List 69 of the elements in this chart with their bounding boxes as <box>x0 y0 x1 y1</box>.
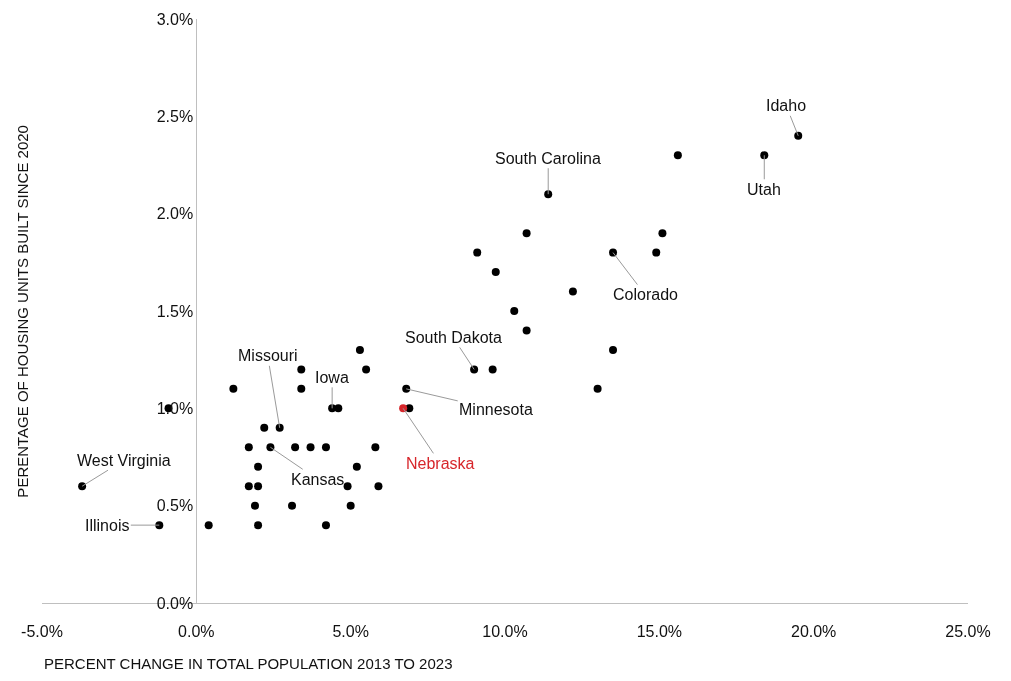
point <box>291 443 300 452</box>
x-axis-title: PERCENT CHANGE IN TOTAL POPULATION 2013 TO 2023 <box>44 655 453 672</box>
point <box>266 443 275 452</box>
point <box>297 384 306 393</box>
point <box>609 345 618 354</box>
point <box>254 462 263 471</box>
point <box>321 443 330 452</box>
point <box>254 521 263 530</box>
point <box>346 501 355 510</box>
y-tick-label: 0.0% <box>156 594 194 612</box>
annotation: Utah <box>747 181 781 198</box>
point <box>593 384 602 393</box>
point <box>371 443 380 452</box>
point <box>244 482 253 491</box>
x-tick-label: 15.0% <box>636 623 683 641</box>
y-tick-label: 1.5% <box>156 302 194 320</box>
point <box>399 404 408 413</box>
point <box>78 482 87 491</box>
annotation: Iowa <box>315 369 349 386</box>
point <box>522 326 531 335</box>
annotation: South Dakota <box>405 329 503 346</box>
y-tick-label: 2.0% <box>156 205 194 223</box>
point <box>673 151 682 160</box>
x-tick-label: 20.0% <box>790 623 837 641</box>
annotation: West Virginia <box>77 452 171 469</box>
point <box>473 248 482 257</box>
point <box>343 482 352 491</box>
point <box>658 229 667 238</box>
point <box>510 307 519 315</box>
point <box>250 501 259 510</box>
point <box>288 501 297 510</box>
text: Nebraska <box>406 455 475 472</box>
y-tick-label: 2.5% <box>156 107 194 125</box>
y-axis-title: PERENTAGE OF HOUSING UNITS BUILT SINCE 2020 <box>13 125 31 498</box>
x-tick-label: 5.0% <box>332 623 369 641</box>
point <box>321 521 330 530</box>
point <box>355 345 364 354</box>
x-tick-label: -5.0% <box>21 623 63 641</box>
y-tick-label: 0.5% <box>156 497 194 515</box>
point <box>760 151 769 160</box>
point <box>488 365 497 374</box>
annotation: Colorado <box>613 286 679 303</box>
point <box>352 462 361 471</box>
x-tick-label: 10.0% <box>482 623 528 641</box>
x-tick-label: 0.0% <box>178 623 215 641</box>
point <box>260 423 269 432</box>
point <box>544 190 553 199</box>
point <box>491 268 500 277</box>
point <box>334 404 343 413</box>
x-tick-label: 25.0% <box>945 623 991 641</box>
point <box>229 384 238 393</box>
point <box>297 365 306 374</box>
point <box>254 482 263 491</box>
y-tick-label: 3.0% <box>156 10 194 28</box>
point <box>306 443 315 452</box>
point <box>362 365 371 374</box>
annotation: Missouri <box>238 347 298 364</box>
annotation: Kansas <box>291 471 345 488</box>
point <box>568 287 577 296</box>
point <box>522 229 531 238</box>
annotation: Minnesota <box>459 401 533 418</box>
annotation: South Carolina <box>495 150 601 167</box>
y-tick-label: 1.0% <box>156 399 194 417</box>
point <box>374 482 383 491</box>
point <box>652 248 661 257</box>
point <box>244 443 253 452</box>
point <box>204 521 213 530</box>
annotation: Idaho <box>766 97 807 114</box>
annotation: Illinois <box>85 517 130 534</box>
